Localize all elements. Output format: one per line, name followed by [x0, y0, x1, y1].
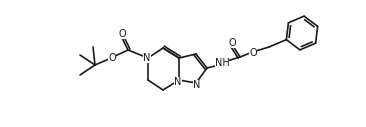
Text: N: N: [143, 53, 151, 63]
Text: O: O: [228, 38, 236, 48]
Text: NH: NH: [214, 58, 229, 68]
Text: N: N: [193, 80, 201, 90]
Text: O: O: [108, 53, 116, 63]
Text: O: O: [118, 29, 126, 39]
Text: N: N: [174, 77, 182, 87]
Text: O: O: [249, 48, 257, 58]
